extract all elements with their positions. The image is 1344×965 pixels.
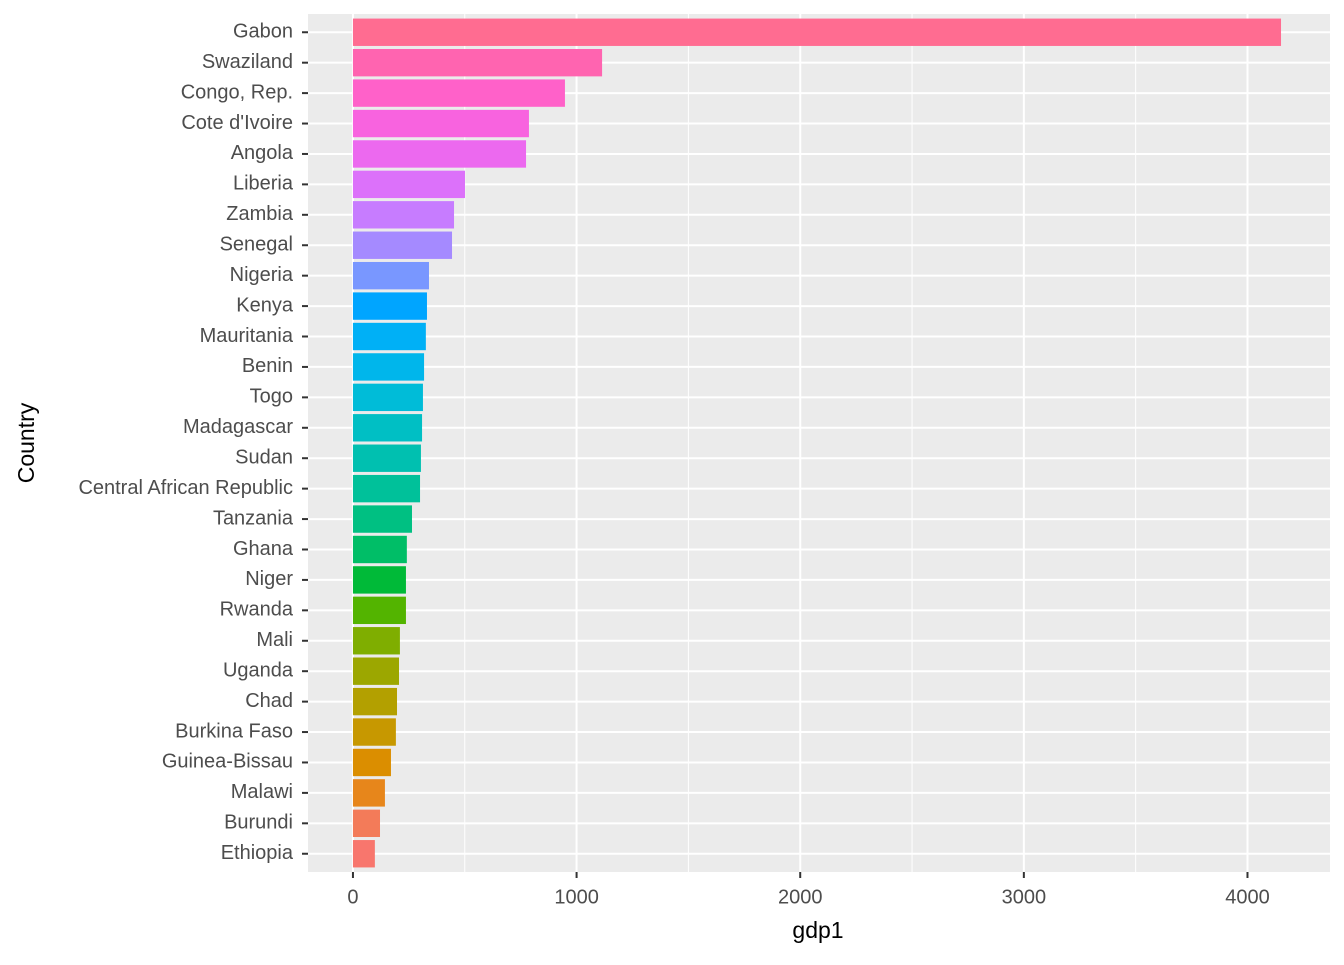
- y-tick-label: Swaziland: [202, 51, 293, 73]
- y-tick-label: Chad: [245, 690, 293, 712]
- bar: [352, 261, 429, 290]
- bar: [352, 840, 375, 868]
- bar: [352, 444, 421, 472]
- bar: [352, 292, 427, 320]
- bar: [352, 748, 391, 777]
- y-tick-label: Sudan: [235, 446, 293, 468]
- y-tick-label: Tanzania: [213, 507, 294, 529]
- bar: [352, 109, 529, 138]
- y-tick-label: Liberia: [233, 173, 294, 195]
- bar: [352, 474, 421, 503]
- y-tick-label: Mali: [256, 629, 293, 651]
- bar: [352, 201, 455, 229]
- bar: [352, 809, 381, 838]
- y-tick-label: Burkina Faso: [175, 720, 293, 742]
- x-axis-title: gdp1: [792, 917, 843, 943]
- y-tick-label: Nigeria: [230, 264, 294, 286]
- y-tick-label: Togo: [250, 386, 293, 408]
- x-tick-label: 2000: [778, 886, 823, 908]
- y-tick-label: Rwanda: [220, 599, 294, 621]
- x-tick-label: 4000: [1225, 886, 1270, 908]
- y-tick-label: Burundi: [224, 812, 293, 834]
- y-tick-label: Mauritania: [200, 325, 294, 347]
- bar: [352, 566, 406, 594]
- y-tick-label: Malawi: [231, 781, 293, 803]
- y-tick-label: Senegal: [220, 234, 293, 256]
- bar: [352, 596, 406, 625]
- bar: [352, 140, 527, 168]
- y-tick-label: Zambia: [226, 203, 294, 225]
- x-tick-label: 3000: [1002, 886, 1047, 908]
- y-tick-label: Uganda: [223, 659, 294, 681]
- bar: [352, 718, 396, 746]
- bar: [352, 505, 412, 533]
- y-tick-label: Central African Republic: [78, 477, 293, 499]
- y-tick-label: Niger: [245, 568, 293, 590]
- y-axis-title: Country: [13, 402, 39, 483]
- y-tick-label: Angola: [231, 142, 294, 164]
- y-tick-label: Guinea-Bissau: [162, 751, 293, 773]
- bar: [352, 170, 465, 199]
- bar: [352, 79, 565, 107]
- bar: [352, 627, 400, 655]
- x-tick-label: 1000: [554, 886, 599, 908]
- bar: [352, 414, 423, 442]
- bar: [352, 779, 385, 807]
- y-tick-label: Kenya: [236, 294, 294, 316]
- bar: [352, 657, 400, 685]
- y-tick-label: Madagascar: [183, 416, 293, 438]
- bar: [352, 48, 603, 77]
- bar: [352, 322, 426, 351]
- y-tick-label: Congo, Rep.: [181, 81, 293, 103]
- bar: [352, 535, 407, 564]
- y-tick-label: Ethiopia: [221, 842, 294, 864]
- bar: [352, 687, 398, 716]
- y-tick-label: Cote d'Ivoire: [181, 112, 293, 134]
- y-tick-label: Gabon: [233, 21, 293, 43]
- bar: [352, 18, 1282, 46]
- bar: [352, 383, 423, 412]
- x-tick-label: 0: [347, 886, 358, 908]
- bar: [352, 231, 453, 259]
- bar: [352, 353, 425, 381]
- y-tick-label: Benin: [242, 355, 293, 377]
- y-tick-label: Ghana: [233, 538, 294, 560]
